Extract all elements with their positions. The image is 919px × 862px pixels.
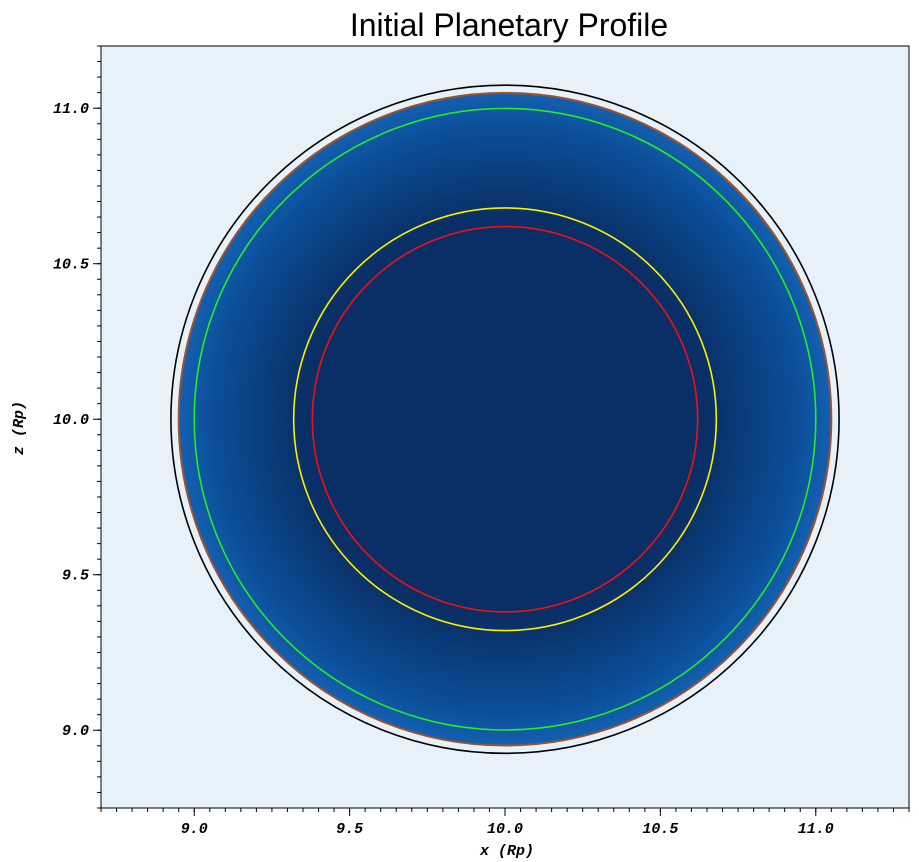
x-tick-label: 11.0 — [798, 821, 834, 838]
contour-ring-4 — [311, 225, 699, 613]
x-tick-label: 9.0 — [181, 821, 208, 838]
y-axis-label: z (Rp) — [11, 401, 28, 455]
x-axis-label: x (Rp) — [479, 843, 534, 860]
contour-ring-1 — [177, 91, 833, 747]
y-tick-label: 10.0 — [53, 412, 89, 429]
planet-density-disc — [178, 92, 832, 746]
y-tick-label: 10.5 — [53, 257, 89, 274]
y-axis: 9.0 9.5 10.0 10.5 11.0 — [53, 45, 101, 809]
y-tick-label: 9.0 — [62, 723, 89, 740]
x-tick-label: 10.0 — [487, 821, 523, 838]
x-tick-label: 9.5 — [336, 821, 363, 838]
contour-ring-2 — [193, 107, 817, 731]
x-axis: 9.0 9.5 10.0 10.5 11.0 — [100, 808, 910, 838]
contour-ring-3 — [292, 207, 718, 632]
chart-title: Initial Planetary Profile — [350, 7, 668, 43]
y-tick-label: 9.5 — [62, 568, 89, 585]
contour-lines — [170, 84, 840, 755]
plot-area — [101, 46, 909, 808]
y-tick-label: 11.0 — [53, 101, 89, 118]
x-tick-label: 10.5 — [642, 821, 678, 838]
contour-ring-0 — [170, 84, 840, 755]
